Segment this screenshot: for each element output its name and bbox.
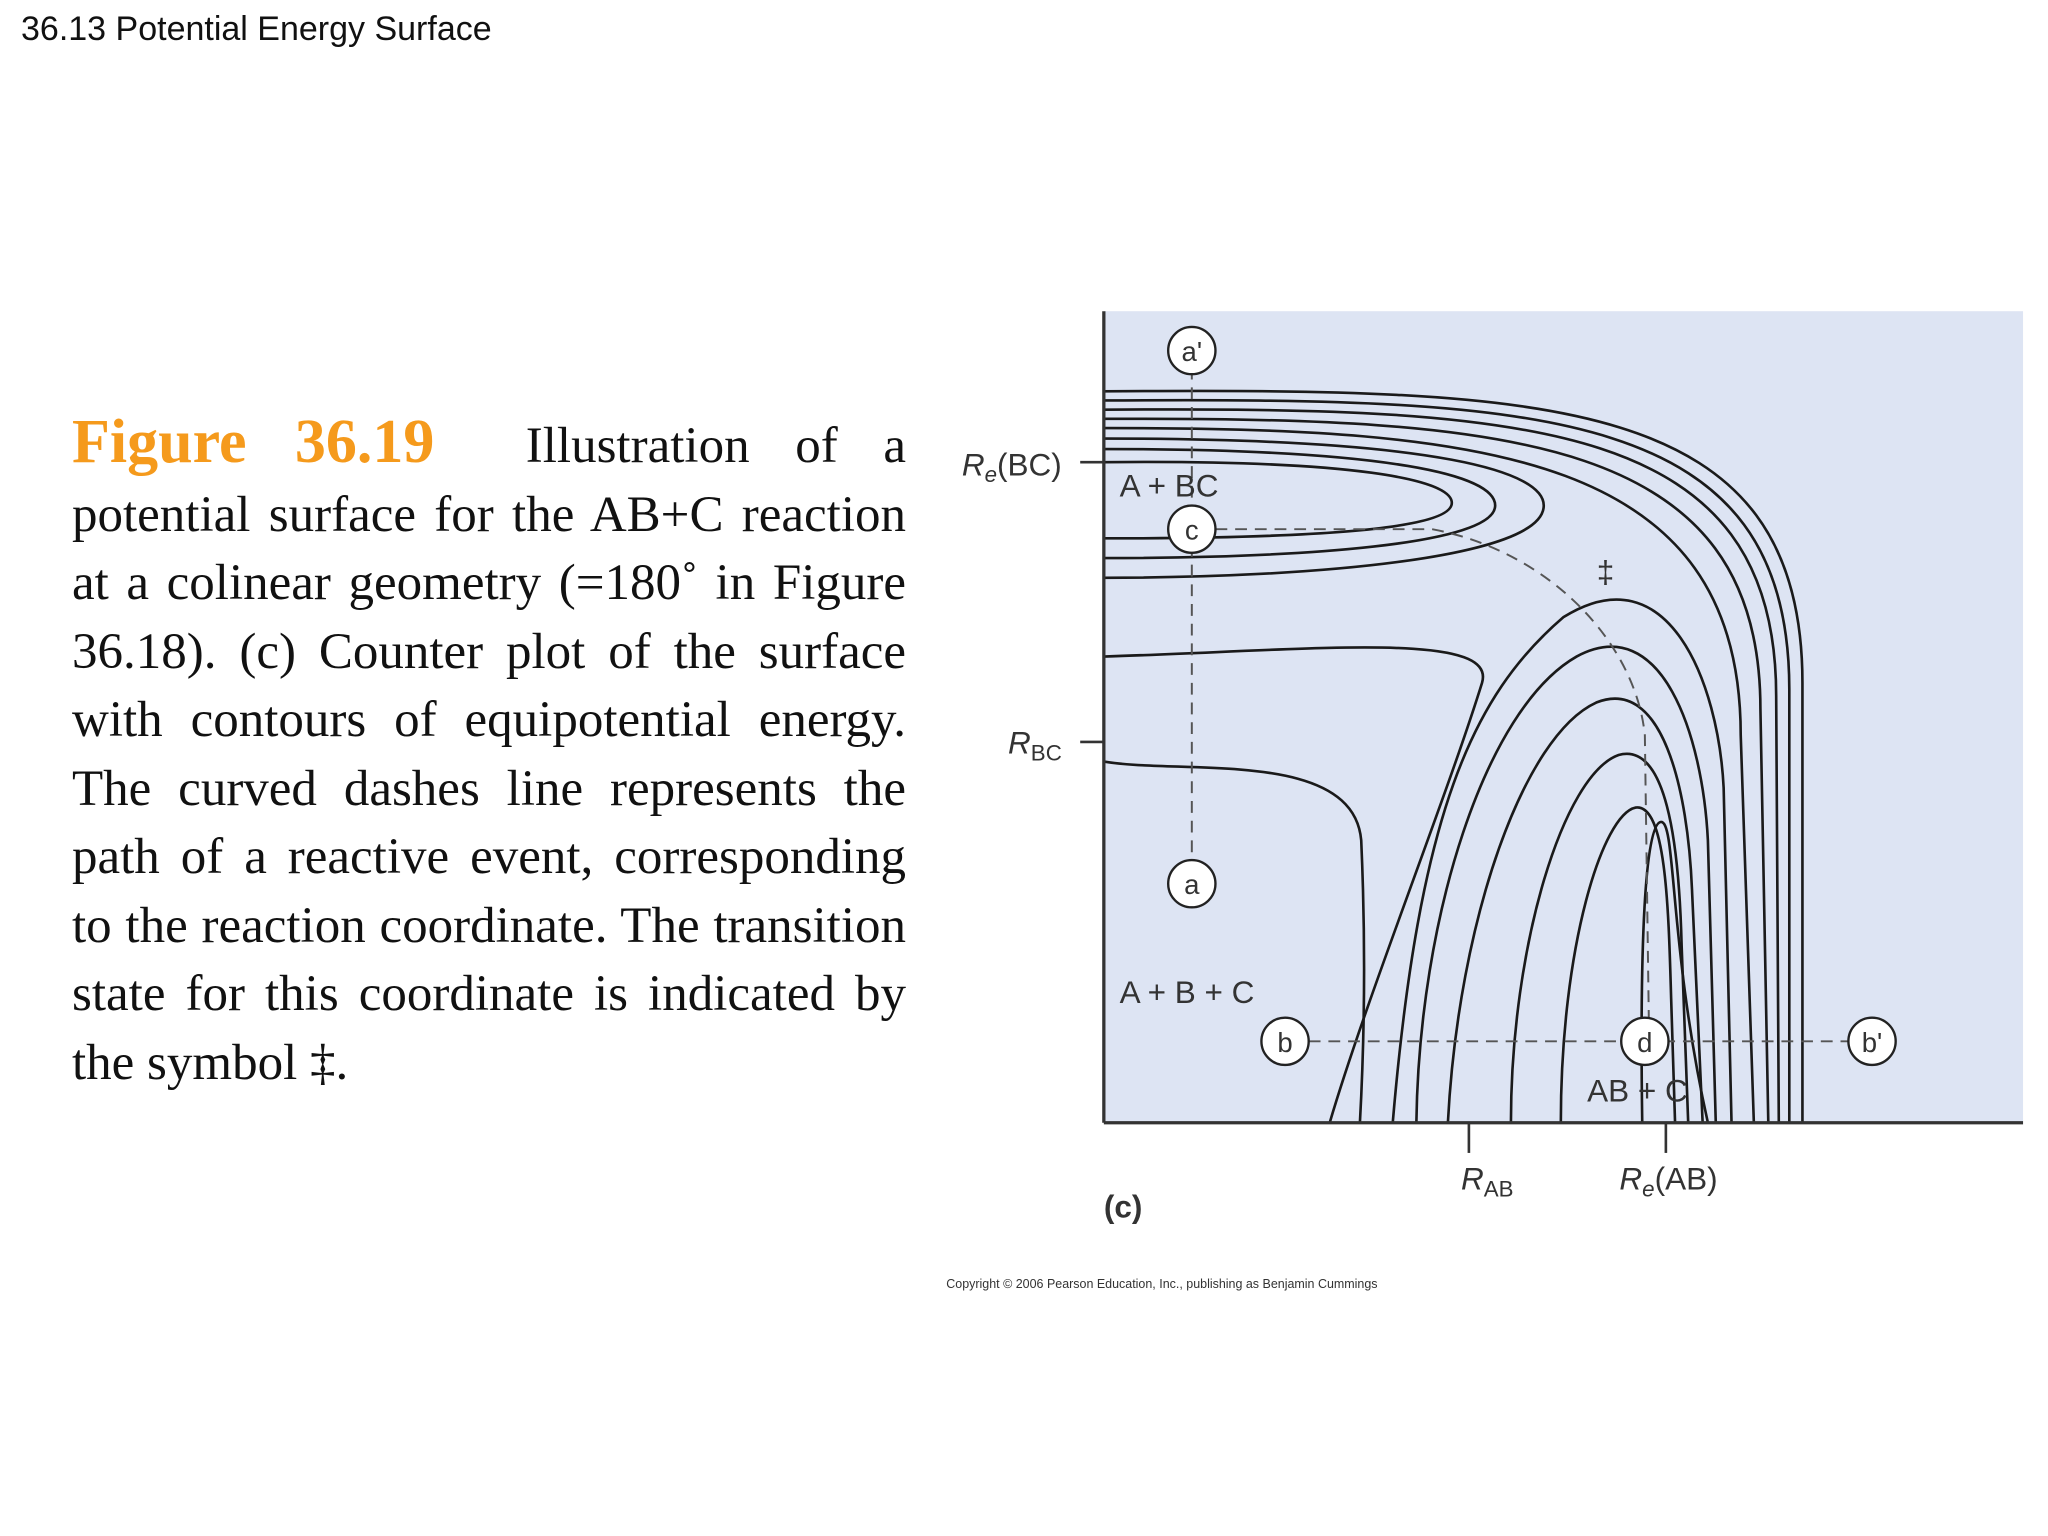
contour: [1103, 389, 1804, 1123]
point-marker: c: [1167, 504, 1217, 554]
axis-label: Re(AB): [1619, 1161, 1717, 1202]
caption: Figure 36.19 Illustration of a potential…: [72, 408, 906, 1097]
point-label: d: [1637, 1027, 1652, 1058]
panel-label: (c): [1104, 1188, 1143, 1224]
point-label: b': [1862, 1027, 1883, 1058]
transition-state: ‡: [1597, 554, 1615, 590]
point-label: a': [1182, 336, 1203, 367]
axis-label-symbol: R: [962, 446, 985, 482]
axis-label-subscript: e: [985, 462, 997, 487]
slide-title: 36.13 Potential Energy Surface: [21, 10, 492, 48]
contour: [1103, 437, 1546, 580]
point-circle: [1260, 1016, 1310, 1067]
axis-label-symbol: R: [1008, 725, 1031, 761]
contour: [1559, 806, 1677, 1123]
point-circle: [1167, 325, 1217, 376]
contour: [1103, 408, 1781, 1123]
contour: [1415, 645, 1718, 1123]
axis-label-suffix: (AB): [1655, 1161, 1718, 1197]
axis-label-subscript: AB: [1484, 1176, 1514, 1201]
caption-text: Illustration of a potential surface for …: [72, 418, 907, 1091]
point-marker: d: [1620, 1016, 1670, 1067]
contour-diagram: Re(BC) RBC RAB Re(AB) A + BC A + B + C A…: [946, 311, 2024, 1291]
contour: [1103, 398, 1791, 1123]
contour: [1103, 646, 1485, 1124]
dashed-line: [1215, 528, 1650, 1018]
contour: [1103, 426, 1756, 1123]
point-circle: [1847, 1016, 1897, 1067]
axis-label-subscript: e: [1642, 1176, 1654, 1201]
copyright: Copyright © 2006 Pearson Education, Inc.…: [946, 1277, 1377, 1291]
contour: [1103, 447, 1497, 560]
point-marker: a': [1167, 325, 1217, 376]
point-label: a: [1184, 869, 1200, 900]
contour: [1391, 598, 1733, 1123]
axis-label: RBC: [1008, 725, 1062, 766]
point-circle: [1167, 858, 1217, 909]
region-label: A + B + C: [1120, 974, 1255, 1010]
figure-label: Figure 36.19: [72, 408, 435, 476]
axis-label: Re(BC): [962, 446, 1062, 487]
point-marker: b': [1847, 1016, 1897, 1067]
plot-background: [1103, 311, 2024, 1123]
point-marker: a: [1167, 858, 1217, 909]
region-label: A + BC: [1120, 467, 1219, 503]
contour: [1509, 752, 1690, 1123]
point-label: b: [1277, 1027, 1292, 1058]
contour: [1103, 460, 1454, 540]
point-label: c: [1185, 515, 1199, 546]
region-label: AB + C: [1587, 1073, 1688, 1109]
contours: [1103, 389, 1804, 1124]
axis-label-suffix: (BC): [997, 446, 1062, 482]
point-circle: [1167, 504, 1217, 554]
point-circle: [1620, 1016, 1670, 1067]
axis-label-symbol: R: [1619, 1161, 1642, 1197]
axis-label: RAB: [1461, 1161, 1514, 1202]
point-marker: b: [1260, 1016, 1310, 1067]
contour: [1103, 417, 1770, 1123]
contour: [1640, 820, 1710, 1124]
axis-label-subscript: BC: [1031, 740, 1062, 765]
reaction-path: [1190, 328, 1849, 1043]
axis-label-symbol: R: [1461, 1161, 1484, 1197]
contour: [1446, 697, 1704, 1123]
